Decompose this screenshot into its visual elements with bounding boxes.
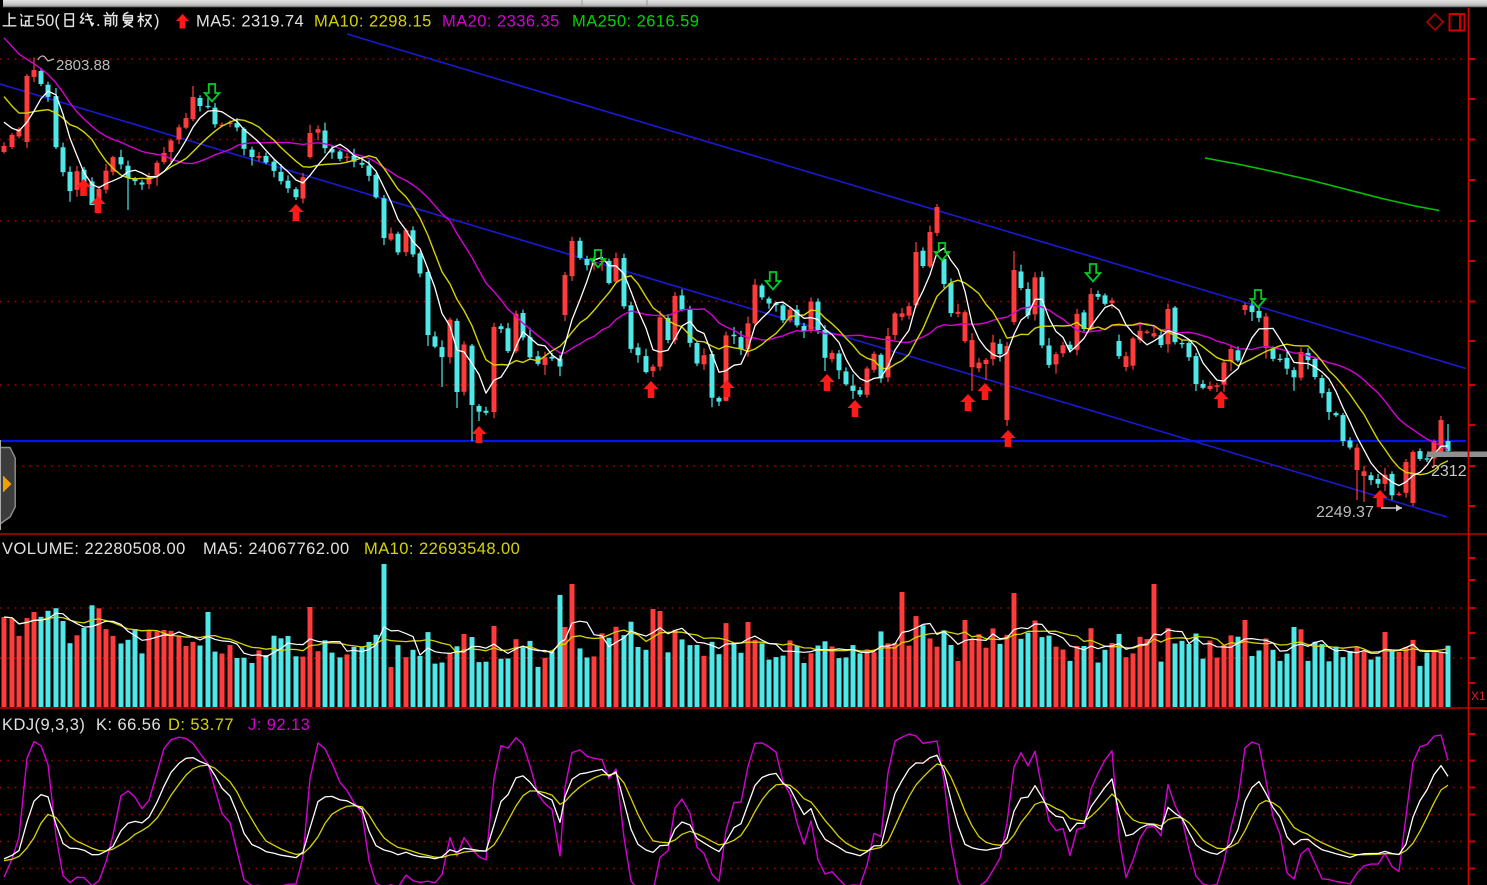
svg-text:50(: 50( [36,12,60,30]
svg-text:MA10: 2298.15: MA10: 2298.15 [314,13,432,31]
svg-text:2803.88: 2803.88 [56,57,110,74]
svg-text:J: 92.13: J: 92.13 [248,716,310,734]
svg-text:): ) [154,12,160,30]
svg-text:X1: X1 [1471,689,1486,703]
svg-text:MA20: 2336.35: MA20: 2336.35 [442,13,560,31]
svg-text:MA250: 2616.59: MA250: 2616.59 [572,13,699,31]
svg-text:K: 66.56: K: 66.56 [96,716,161,734]
svg-text:KDJ(9,3,3): KDJ(9,3,3) [2,716,85,734]
svg-text:.: . [96,12,101,30]
svg-text:MA5: 2319.74: MA5: 2319.74 [196,13,304,31]
svg-text:MA5: 24067762.00: MA5: 24067762.00 [203,540,350,558]
svg-text:MA10: 22693548.00: MA10: 22693548.00 [364,540,520,558]
svg-text:2312: 2312 [1431,463,1467,480]
svg-text:VOLUME: 22280508.00: VOLUME: 22280508.00 [2,540,186,558]
svg-text:D: 53.77: D: 53.77 [168,716,234,734]
svg-text:2249.37: 2249.37 [1316,504,1374,521]
